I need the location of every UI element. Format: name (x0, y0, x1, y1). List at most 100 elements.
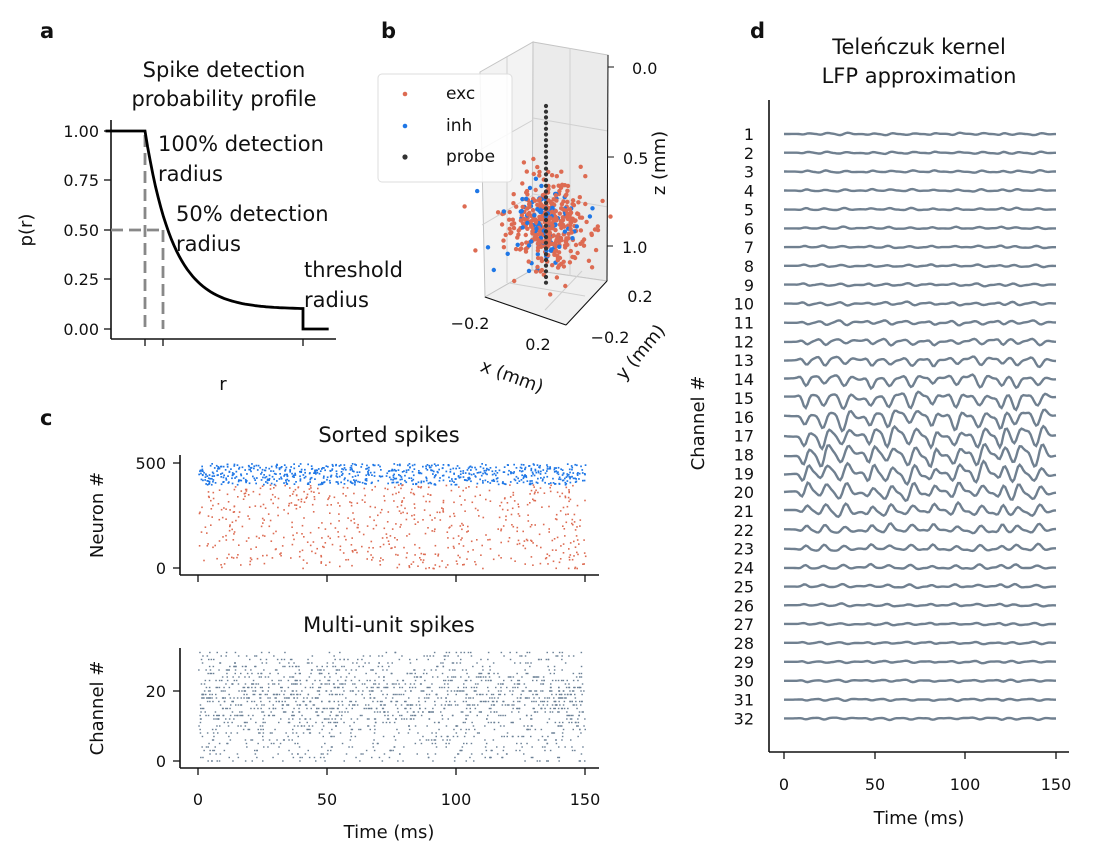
mua-spike-mark (240, 725, 242, 727)
inh-spike-mark (435, 464, 437, 467)
mua-spike-mark (280, 679, 282, 682)
mua-spike-mark (299, 721, 301, 724)
exc-spike-mark (249, 563, 251, 566)
inh-spike-mark (210, 483, 213, 486)
inh-spike-mark (399, 463, 401, 466)
mua-spike-mark (339, 693, 341, 696)
inh-spike-mark (366, 464, 368, 467)
mua-spike-mark (205, 669, 207, 671)
mua-spike-mark (509, 690, 511, 692)
inh-spike-mark (412, 483, 414, 485)
mua-spike-mark (349, 725, 351, 727)
inh-spike-mark (335, 475, 338, 477)
mua-spike-mark (534, 690, 536, 692)
mua-spike-mark (502, 749, 505, 752)
inh-neuron-point (520, 196, 525, 202)
mua-spike-mark (251, 700, 253, 703)
mua-spike-mark (233, 679, 236, 682)
mua-spike-mark (468, 697, 470, 699)
channel-label: 18 (734, 446, 754, 465)
exc-spike-mark (343, 535, 346, 538)
mua-spike-mark (235, 665, 237, 668)
mua-spike-mark (579, 760, 581, 762)
inh-spike-mark (413, 468, 416, 470)
mua-spike-mark (253, 693, 256, 696)
mua-spike-mark (480, 700, 483, 703)
exc-neuron-point (507, 217, 512, 222)
mua-spike-mark (382, 735, 385, 738)
lfp-trace (784, 168, 1056, 174)
mua-spike-mark (350, 700, 353, 703)
exc-spike-mark (349, 501, 351, 503)
exc-spike-mark (437, 553, 440, 556)
multi-unit-raster (198, 651, 586, 762)
inh-spike-mark (425, 467, 427, 470)
inh-spike-mark (367, 466, 370, 469)
inh-spike-mark (234, 477, 236, 479)
mua-xlabel: Time (ms) (343, 822, 435, 843)
mua-spike-mark (436, 665, 438, 668)
inh-spike-mark (538, 466, 540, 468)
mua-spike-mark (558, 651, 561, 654)
inh-spike-mark (222, 476, 225, 479)
exc-spike-mark (228, 553, 230, 556)
exc-spike-mark (518, 542, 521, 545)
exc-spike-mark (327, 535, 330, 538)
mua-spike-mark (324, 683, 326, 685)
exc-spike-mark (347, 558, 350, 561)
exc-spike-mark (281, 545, 284, 547)
mua-spike-mark (223, 700, 226, 703)
mua-spike-mark (295, 732, 298, 734)
exc-spike-mark (339, 565, 341, 568)
mua-spike-mark (436, 676, 439, 678)
exc-spike-mark (330, 504, 332, 506)
mua-spike-mark (581, 711, 583, 713)
mua-spike-mark (294, 672, 297, 675)
mua-spike-mark (443, 679, 445, 682)
mua-spike-mark (248, 676, 250, 678)
mua-spike-mark (460, 728, 462, 731)
mua-spike-mark (259, 658, 262, 661)
exc-spike-mark (280, 552, 282, 554)
exc-spike-mark (207, 543, 209, 545)
exc-spike-mark (342, 486, 345, 489)
inh-spike-mark (533, 464, 535, 466)
exc-spike-mark (381, 537, 384, 539)
inh-spike-mark (516, 482, 519, 484)
exc-neuron-point (595, 227, 601, 233)
inh-spike-mark (286, 475, 289, 477)
mua-spike-mark (533, 700, 535, 703)
mua-spike-mark (382, 721, 384, 724)
probe-contact (543, 126, 549, 131)
mua-spike-mark (362, 665, 364, 668)
exc-spike-mark (410, 491, 412, 494)
exc-neuron-point (564, 208, 569, 213)
mua-spike-mark (413, 683, 416, 685)
inh-spike-mark (478, 471, 480, 474)
mua-spike-mark (207, 714, 210, 717)
mua-spike-mark (200, 718, 202, 720)
mua-spike-mark (291, 690, 294, 692)
mua-spike-mark (406, 704, 408, 706)
inh-spike-mark (311, 467, 314, 470)
mua-spike-mark (383, 686, 385, 689)
mua-spike-mark (557, 697, 560, 699)
mua-spike-mark (470, 686, 473, 689)
mua-spike-mark (582, 711, 584, 713)
probe-contact (543, 109, 549, 114)
mua-spike-mark (205, 714, 207, 717)
mua-spike-mark (500, 690, 502, 692)
exc-spike-mark (406, 535, 408, 537)
mua-spike-mark (482, 693, 484, 696)
exc-spike-mark (449, 526, 451, 528)
annotation-50-line1: 50% detection (176, 202, 329, 226)
inh-spike-mark (263, 483, 265, 486)
mua-spike-mark (428, 718, 431, 720)
inh-spike-mark (325, 465, 328, 467)
mua-spike-mark (395, 683, 397, 685)
exc-spike-mark (413, 518, 416, 520)
exc-spike-mark (574, 566, 577, 569)
inh-spike-mark (549, 467, 552, 470)
mua-spike-mark (221, 679, 223, 682)
mua-spike-mark (531, 746, 533, 748)
